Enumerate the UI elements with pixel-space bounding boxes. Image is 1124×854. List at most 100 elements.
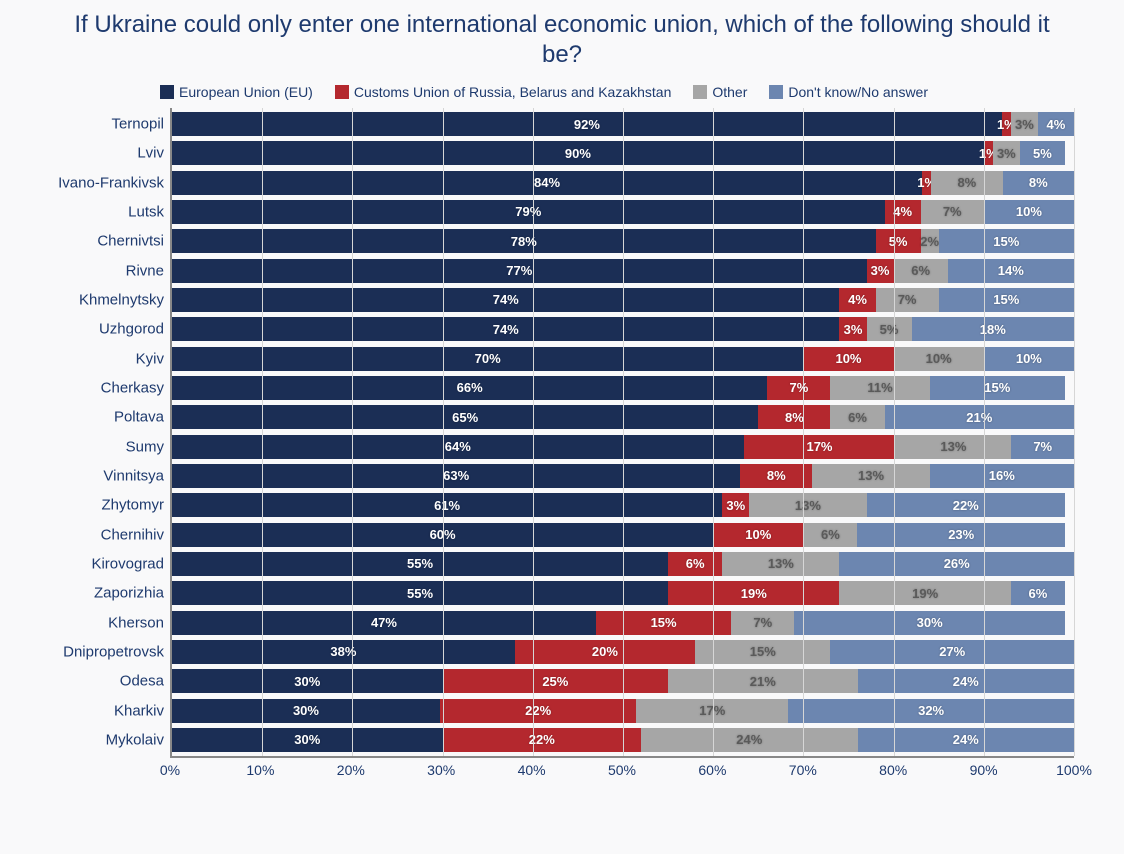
bar-segment-other: 13% [812,464,929,488]
bar-segment-cu: 8% [758,405,830,429]
bar-segment-eu: 63% [172,464,740,488]
bar-value-label: 10% [835,351,861,366]
bar-value-label: 47% [371,615,397,630]
bar-segment-other: 3% [993,141,1020,165]
bar-segment-cu: 1% [922,171,931,195]
bar-segment-eu: 92% [172,112,1002,136]
bar-segment-cu: 4% [885,200,921,224]
bar-value-label: 22% [953,498,979,513]
bar-value-label: 10% [745,527,771,542]
bar-value-label: 79% [515,204,541,219]
legend-item: European Union (EU) [160,84,313,100]
legend-item: Don't know/No answer [769,84,928,100]
bar-segment-cu: 17% [744,435,896,459]
bar-segment-dk: 27% [830,640,1074,664]
gridline [984,108,985,756]
row-label: Mykolaiv [106,731,172,748]
bar-segment-other: 10% [894,347,984,371]
x-axis: 0%10%20%30%40%50%60%70%80%90%100% [170,758,1074,788]
bar-segment-cu: 5% [876,229,921,253]
chart-legend: European Union (EU) Customs Union of Russ… [160,84,1104,100]
bar-segment-cu: 7% [767,376,830,400]
legend-label: Customs Union of Russia, Belarus and Kaz… [354,84,672,100]
bar-value-label: 66% [457,380,483,395]
x-tick-label: 80% [879,762,907,778]
bar-segment-eu: 38% [172,640,515,664]
bar-value-label: 6% [821,527,840,542]
bar-value-label: 24% [953,674,979,689]
bar-value-label: 30% [293,703,319,718]
bar-segment-cu: 4% [839,288,875,312]
row-label: Lviv [137,145,172,162]
legend-label: Other [712,84,747,100]
legend-swatch [335,85,349,99]
bar-segment-other: 24% [641,728,857,752]
bar-value-label: 5% [880,322,899,337]
row-label: Chernivtsi [97,233,172,250]
bar-segment-other: 2% [921,229,939,253]
bar-segment-other: 7% [731,611,794,635]
bar-segment-cu: 8% [740,464,812,488]
bar-segment-eu: 55% [172,581,668,605]
bar-segment-cu: 1% [1002,112,1011,136]
bar-value-label: 10% [1016,204,1042,219]
bar-segment-other: 8% [931,171,1002,195]
gridline [623,108,624,756]
bar-value-label: 4% [893,204,912,219]
bar-value-label: 19% [741,586,767,601]
bar-value-label: 30% [294,674,320,689]
bar-value-label: 84% [534,175,560,190]
bar-value-label: 15% [993,234,1019,249]
bar-value-label: 25% [542,674,568,689]
bar-segment-cu: 3% [722,493,749,517]
bar-value-label: 8% [957,175,976,190]
bar-value-label: 10% [926,351,952,366]
row-label: Kyiv [136,350,172,367]
x-tick-label: 50% [608,762,636,778]
bar-value-label: 74% [493,322,519,337]
bar-segment-other: 7% [921,200,984,224]
x-tick-label: 90% [970,762,998,778]
bar-segment-dk: 26% [839,552,1074,576]
bar-segment-cu: 15% [596,611,731,635]
bar-segment-other: 19% [839,581,1010,605]
x-tick-label: 0% [160,762,180,778]
row-label: Zaporizhia [94,585,172,602]
bar-segment-eu: 30% [172,699,440,723]
chart-title: If Ukraine could only enter one internat… [60,10,1064,70]
x-tick-label: 40% [518,762,546,778]
bar-segment-other: 7% [876,288,939,312]
bar-segment-other: 6% [830,405,884,429]
bar-value-label: 55% [407,556,433,571]
bar-value-label: 92% [574,117,600,132]
bar-segment-eu: 84% [172,171,922,195]
gridline [713,108,714,756]
x-tick-label: 100% [1056,762,1092,778]
bar-segment-other: 5% [867,317,912,341]
legend-swatch [693,85,707,99]
bar-segment-dk: 4% [1038,112,1074,136]
bar-value-label: 7% [1033,439,1052,454]
bar-segment-dk: 15% [939,229,1074,253]
x-tick-label: 10% [246,762,274,778]
row-label: Zhytomyr [101,497,172,514]
legend-swatch [160,85,174,99]
bar-value-label: 15% [651,615,677,630]
bar-segment-other: 13% [895,435,1011,459]
bar-segment-other: 15% [695,640,830,664]
bar-segment-cu: 20% [515,640,695,664]
bar-value-label: 15% [750,644,776,659]
bar-value-label: 8% [767,468,786,483]
bar-value-label: 6% [848,410,867,425]
bar-segment-cu: 10% [713,523,803,547]
bar-segment-eu: 90% [172,141,984,165]
bar-value-label: 24% [736,732,762,747]
bar-segment-dk: 22% [867,493,1065,517]
bar-value-label: 63% [443,468,469,483]
row-label: Lutsk [128,203,172,220]
bar-value-label: 15% [984,380,1010,395]
bar-segment-cu: 3% [839,317,866,341]
chart-area: Ternopil92%1%3%4%Lviv90%1%3%5%Ivano-Fran… [170,108,1074,788]
bar-value-label: 3% [871,263,890,278]
bar-value-label: 8% [785,410,804,425]
